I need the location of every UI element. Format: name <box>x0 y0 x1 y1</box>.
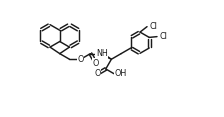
Text: O: O <box>93 59 99 68</box>
Text: O: O <box>78 55 84 64</box>
Text: O: O <box>94 69 101 78</box>
Text: OH: OH <box>114 69 126 78</box>
Text: Cl: Cl <box>160 32 168 41</box>
Polygon shape <box>101 53 111 59</box>
Text: NH: NH <box>96 49 108 58</box>
Text: Cl: Cl <box>150 22 158 31</box>
